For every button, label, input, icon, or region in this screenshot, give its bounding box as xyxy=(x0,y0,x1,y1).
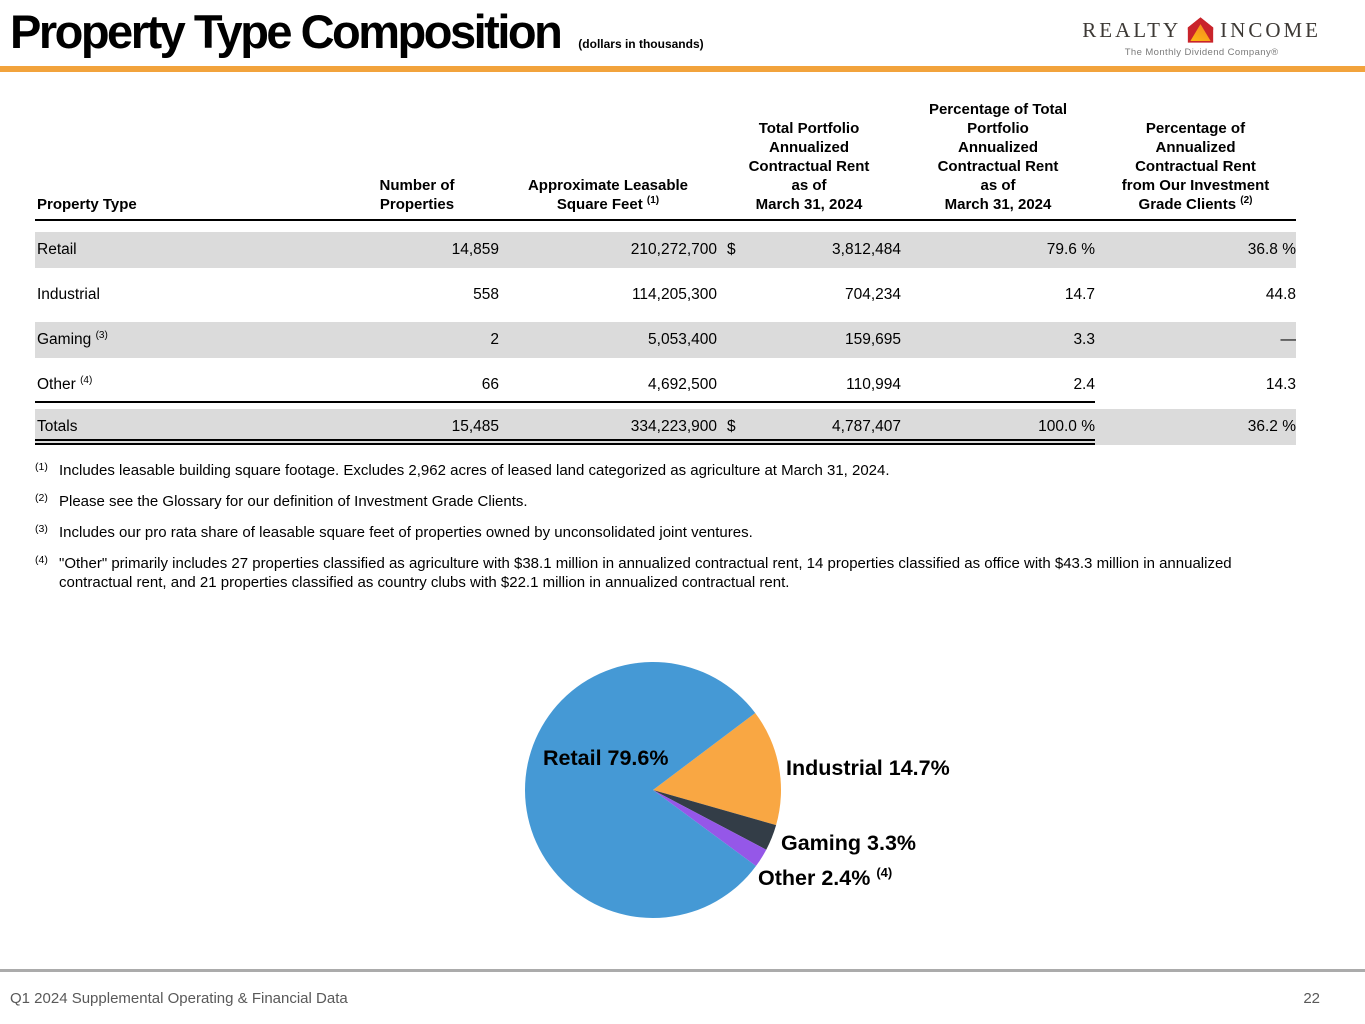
footnote-text: Please see the Glossary for our definiti… xyxy=(59,493,528,510)
table-row: Other (4) 66 4,692,500 110,994 2.4 14.3 xyxy=(35,367,1296,403)
cell-totals-dollar-sign: $ xyxy=(717,409,745,445)
col-header-property-type: Property Type xyxy=(37,196,137,213)
cell-totals-label: Totals xyxy=(35,409,335,445)
col-header-pct-total-rent: Percentage of Total Portfolio Annualized… xyxy=(928,101,1068,213)
footnote: (1) Includes leasable building square fo… xyxy=(35,461,1297,480)
footnote-text: Includes leasable building square footag… xyxy=(59,462,890,479)
cell-number-of-properties: 14,859 xyxy=(335,232,499,268)
cell-property-type: Industrial xyxy=(37,286,100,303)
footnote-text: "Other" primarily includes 27 properties… xyxy=(59,555,1232,591)
cell-dollar-sign xyxy=(717,322,745,358)
cell-property-type: Other (4) xyxy=(35,367,335,403)
footnotes: (1) Includes leasable building square fo… xyxy=(35,461,1297,604)
table-totals-wrap: Totals 15,485 334,223,900 $ 4,787,407 10… xyxy=(35,407,1296,454)
cell-totals-pct: 100.0 % xyxy=(901,409,1095,445)
table-row: Retail 14,859 210,272,700 $ 3,812,484 79… xyxy=(35,232,1296,268)
cell-dollar-sign xyxy=(717,367,745,403)
table-totals-row: Totals 15,485 334,223,900 $ 4,787,407 10… xyxy=(35,409,1296,445)
col-header-leasable-square-feet: Approximate Leasable Square Feet (1) xyxy=(527,177,689,213)
cell-pct-of-rent: 3.3 xyxy=(901,322,1095,358)
cell-annualized-rent: 3,812,484 xyxy=(745,232,901,268)
footnote-marker: (4) xyxy=(35,554,48,566)
cell-number-of-properties: 66 xyxy=(335,367,499,403)
pie-label-other: Other 2.4% (4) xyxy=(758,864,893,890)
col-header-number-of-properties: Number of Properties xyxy=(379,177,455,213)
cell-pct-ig: — xyxy=(1095,322,1296,358)
pie-slice-retail xyxy=(524,661,756,918)
pie-slice-gaming xyxy=(653,790,777,850)
cell-pct-of-rent: 2.4 xyxy=(901,367,1095,403)
table-row: Industrial 558 114,205,300 704,234 14.7 … xyxy=(35,277,1296,313)
pie-label-industrial: Industrial 14.7% xyxy=(786,756,950,780)
cell-pct-ig: 36.8 % xyxy=(1095,232,1296,268)
pie-chart xyxy=(524,661,782,918)
footnote-marker: (2) xyxy=(35,492,48,504)
table-row: Gaming (3) 2 5,053,400 159,695 3.3 — xyxy=(35,322,1296,358)
cell-square-feet: 114,205,300 xyxy=(631,286,717,303)
logo-word-income: INCOME xyxy=(1220,17,1321,42)
table-body: Retail 14,859 210,272,700 $ 3,812,484 79… xyxy=(35,232,1296,405)
footer-caption: Q1 2024 Supplemental Operating & Financi… xyxy=(10,990,348,1007)
cell-totals-rent: 4,787,407 xyxy=(745,409,901,445)
accent-divider xyxy=(0,66,1365,72)
logo-word-realty: REALTY xyxy=(1082,17,1182,42)
logo-row: REALTY INCOME xyxy=(1082,16,1321,44)
pie-label-gaming: Gaming 3.3% xyxy=(781,831,917,855)
cell-square-feet: 5,053,400 xyxy=(499,322,717,358)
footnote: (3) Includes our pro rata share of leasa… xyxy=(35,523,1297,542)
house-icon xyxy=(1188,17,1214,43)
cell-square-feet: 210,272,700 xyxy=(499,232,717,268)
cell-number-of-properties: 2 xyxy=(335,322,499,358)
cell-property-type: Retail xyxy=(35,232,335,268)
cell-pct-ig: 44.8 xyxy=(1265,286,1296,303)
cell-number-of-properties: 558 xyxy=(473,286,499,303)
footnote: (2) Please see the Glossary for our defi… xyxy=(35,492,1297,511)
page-title: Property Type Composition xyxy=(10,5,563,58)
footnote: (4) "Other" primarily includes 27 proper… xyxy=(35,554,1297,592)
pie-label-retail: Retail 79.6% xyxy=(543,746,669,770)
footnote-marker: (3) xyxy=(35,523,48,535)
page-subtitle: (dollars in thousands) xyxy=(578,37,704,51)
col-header-total-rent: Total Portfolio Annualized Contractual R… xyxy=(748,120,870,213)
cell-annualized-rent: 704,234 xyxy=(844,286,901,303)
cell-totals-square-feet: 334,223,900 xyxy=(499,409,717,445)
page-header: Property Type Composition (dollars in th… xyxy=(10,4,704,59)
cell-property-type: Gaming (3) xyxy=(35,322,335,358)
cell-annualized-rent: 159,695 xyxy=(745,322,901,358)
cell-annualized-rent: 110,994 xyxy=(745,367,901,403)
pie-slice-other xyxy=(653,790,767,867)
cell-pct-ig: 14.3 xyxy=(1265,376,1296,393)
pie-slice-industrial xyxy=(653,712,782,826)
footnote-marker: (1) xyxy=(35,461,48,473)
cell-pct-of-rent: 79.6 % xyxy=(901,232,1095,268)
logo-tagline: The Monthly Dividend Company® xyxy=(1124,47,1279,58)
cell-totals-pct-ig: 36.2 % xyxy=(1095,409,1296,445)
company-logo: REALTY INCOME The Monthly Dividend Compa… xyxy=(1082,16,1321,58)
cell-totals-properties: 15,485 xyxy=(335,409,499,445)
col-header-pct-ig-rent: Percentage of Annualized Contractual Ren… xyxy=(1121,120,1270,213)
footer-divider xyxy=(0,969,1365,972)
cell-dollar-sign xyxy=(717,277,745,313)
page-number: 22 xyxy=(1303,990,1320,1007)
cell-dollar-sign: $ xyxy=(717,232,745,268)
cell-square-feet: 4,692,500 xyxy=(499,367,717,403)
footnote-text: Includes our pro rata share of leasable … xyxy=(59,524,753,541)
cell-pct-of-rent: 14.7 xyxy=(1064,286,1095,303)
table-header: Property Type Number of Properties Appro… xyxy=(35,100,1296,221)
